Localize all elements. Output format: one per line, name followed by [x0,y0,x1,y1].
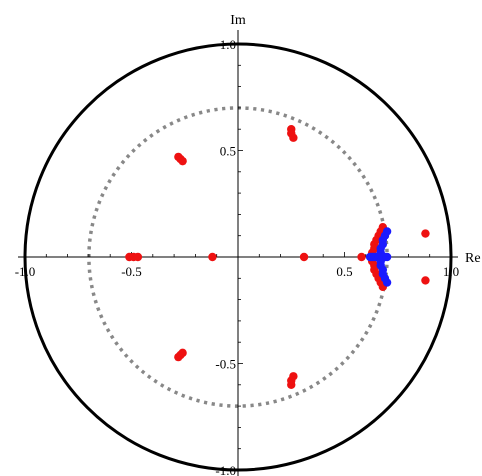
y-tick-label: 1.0 [220,37,236,52]
x-tick-label: -1.0 [15,264,36,279]
red-point [421,229,430,238]
x-axis-label: Re [465,251,481,266]
red-point [421,276,430,285]
red-point [178,156,187,166]
y-tick-label: -1.0 [215,463,236,476]
red-point [289,133,298,142]
red-point [299,252,309,262]
axes-layer [18,30,458,476]
red-point [357,252,366,262]
labels-layer: Re Im [230,13,480,266]
blue-point [382,227,392,236]
red-point [208,252,217,262]
y-axis-label: Im [230,13,246,28]
red-point [289,372,298,381]
y-tick-label: -0.5 [215,357,236,372]
points-layer [125,125,430,389]
x-tick-label: -0.5 [121,264,142,279]
red-point [178,348,187,358]
red-point [133,252,143,262]
blue-point [382,278,392,287]
ticks-layer: -1.0 -0.5 0.5 1.0 1.0 0.5 -0.5 -1.0 [15,37,459,476]
x-tick-label: 1.0 [443,264,459,279]
x-tick-label: 0.5 [336,264,352,279]
y-tick-label: 0.5 [220,144,236,159]
blue-point [382,252,392,262]
